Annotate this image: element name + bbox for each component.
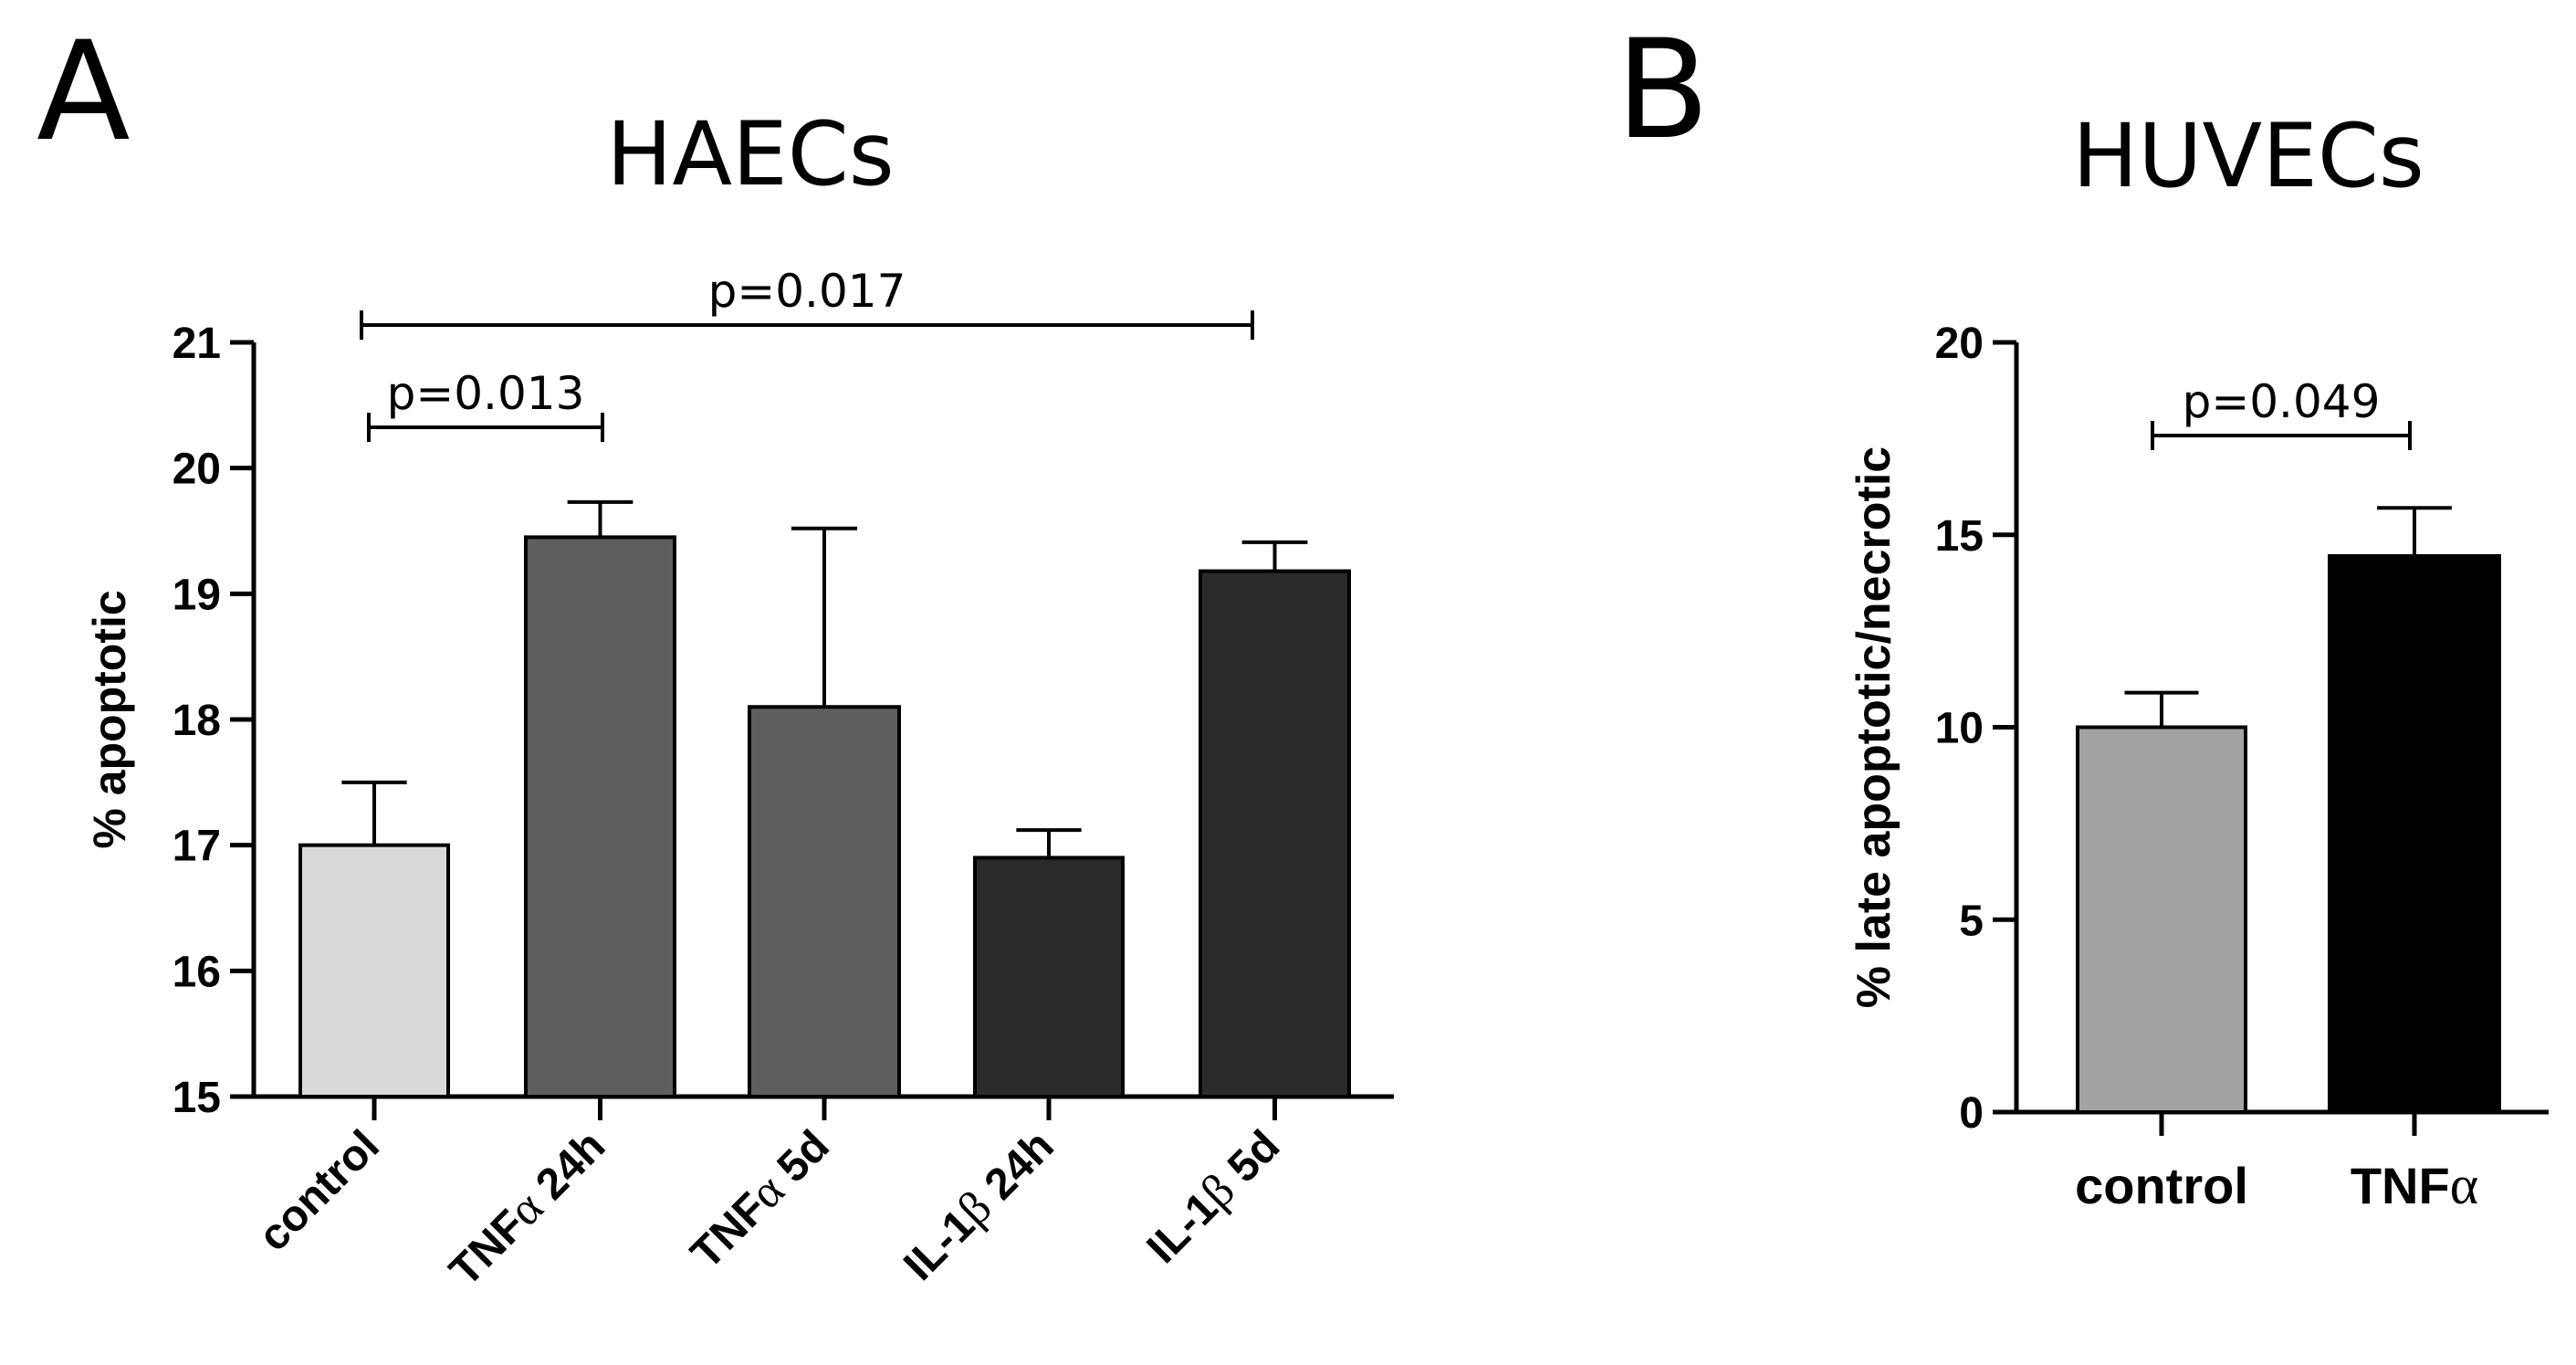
y-tick-label: 20 <box>1935 320 1984 368</box>
y-tick-label: 17 <box>173 823 221 871</box>
bar <box>748 705 901 1098</box>
chart-title: HUVECs <box>2072 105 2424 207</box>
bar <box>2328 553 2501 1114</box>
bar <box>298 843 450 1099</box>
y-axis-label: % late apoptotic/necrotic <box>1848 446 1901 1008</box>
bar <box>1199 569 1351 1098</box>
y-tick-label: 15 <box>1935 512 1984 561</box>
x-tick-label: TNFα <box>2351 1155 2478 1215</box>
bar <box>973 856 1125 1099</box>
x-tick-label: IL-1β 24h <box>893 1119 1063 1290</box>
y-tick-label: 5 <box>1959 897 1984 945</box>
x-tick-label: IL-1β 5d <box>1136 1119 1290 1273</box>
y-tick-label: 15 <box>173 1074 221 1122</box>
panel-letter: A <box>37 13 131 172</box>
y-axis-label: % apoptotic <box>84 590 135 848</box>
y-tick-label: 19 <box>173 571 221 619</box>
panel-a-haecs: A HAECs 15 16 17 18 19 20 21 % apoptotic control TN… <box>37 13 1394 1296</box>
y-tick-label: 0 <box>1959 1089 1984 1138</box>
panel-b-huvecs: B HUVECs 0 5 10 15 20 % late apoptotic/necrotic… <box>1616 11 2549 1215</box>
x-tick-label: TNFα 24h <box>439 1119 615 1296</box>
panel-letter: B <box>1616 11 1710 170</box>
bar <box>2076 725 2247 1114</box>
y-tick-label: 18 <box>173 697 221 745</box>
x-tick-label: control <box>2075 1157 2248 1214</box>
y-tick-label: 10 <box>1935 705 1984 753</box>
y-tick-label: 16 <box>173 948 221 996</box>
significance-label: p=0.049 <box>2183 375 2381 428</box>
y-tick-label: 20 <box>173 446 221 494</box>
significance-label: p=0.013 <box>387 367 585 420</box>
x-tick-label: TNFα 5d <box>680 1119 840 1279</box>
significance-label: p=0.017 <box>708 265 906 318</box>
y-tick-label: 21 <box>173 320 221 368</box>
chart-title: HAECs <box>606 103 895 205</box>
bar <box>524 535 676 1098</box>
x-tick-label: control <box>249 1121 388 1260</box>
